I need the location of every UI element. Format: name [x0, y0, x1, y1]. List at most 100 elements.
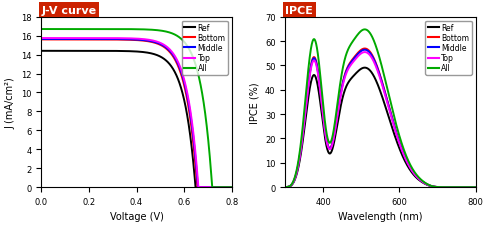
Middle: [115, 39, 121, 41]
Line: Ref: Ref: [41, 52, 231, 187]
All: [412, 173, 418, 176]
Legend: Ref, Bottom, Middle, Top, All: Ref, Bottom, Middle, Top, All: [181, 21, 227, 75]
Top: [122, 38, 128, 40]
All: [430, 185, 436, 188]
Line: Bottom: Bottom: [41, 40, 231, 187]
All: [39, 29, 44, 31]
Middle: [433, 186, 439, 189]
Line: Top: Top: [41, 39, 231, 187]
Middle: [430, 185, 436, 188]
Middle: [301, 116, 307, 118]
Top: [282, 186, 287, 189]
All: [228, 186, 234, 189]
Ref: [366, 69, 371, 72]
Bottom: [361, 48, 367, 51]
Ref: [169, 67, 175, 69]
X-axis label: Wavelength (nm): Wavelength (nm): [338, 212, 422, 222]
Top: [115, 38, 121, 40]
Middle: [471, 186, 477, 189]
Bottom: [58, 39, 63, 42]
Middle: [228, 186, 234, 189]
Middle: [195, 186, 201, 189]
Middle: [282, 186, 287, 189]
All: [282, 186, 287, 189]
Bottom: [190, 142, 196, 144]
Ref: [192, 186, 198, 189]
All: [190, 57, 196, 60]
Line: Middle: Middle: [41, 40, 231, 187]
Bottom: [433, 186, 439, 189]
Bottom: [471, 186, 477, 189]
Middle: [359, 50, 365, 52]
All: [58, 29, 63, 31]
Y-axis label: J (mA/cm²): J (mA/cm²): [5, 77, 16, 128]
Middle: [169, 53, 175, 56]
Top: [366, 54, 371, 57]
Middle: [366, 52, 371, 54]
Bottom: [359, 49, 365, 51]
All: [433, 186, 439, 188]
Middle: [122, 39, 128, 41]
Top: [195, 186, 201, 189]
Ref: [359, 68, 365, 70]
Line: All: All: [41, 30, 231, 187]
Line: All: All: [285, 30, 474, 187]
Ref: [39, 50, 44, 53]
Top: [169, 52, 175, 54]
Ref: [122, 50, 128, 53]
Legend: Ref, Bottom, Middle, Top, All: Ref, Bottom, Middle, Top, All: [425, 21, 471, 75]
Ref: [301, 125, 307, 128]
Middle: [190, 135, 196, 138]
All: [122, 29, 128, 31]
Line: Bottom: Bottom: [285, 49, 474, 187]
Top: [359, 52, 365, 55]
Middle: [412, 175, 418, 178]
Top: [433, 186, 439, 189]
Bottom: [430, 185, 436, 188]
Bottom: [228, 186, 234, 189]
Ref: [186, 131, 192, 134]
Top: [190, 131, 196, 133]
Middle: [186, 109, 192, 112]
Bottom: [282, 186, 287, 189]
Bottom: [186, 114, 192, 117]
Top: [58, 37, 63, 40]
All: [186, 49, 192, 52]
Line: Ref: Ref: [285, 68, 474, 187]
Line: Top: Top: [285, 53, 474, 187]
All: [301, 106, 307, 108]
All: [471, 186, 477, 189]
Top: [430, 185, 436, 188]
Text: IPCE: IPCE: [285, 5, 312, 15]
Ref: [471, 186, 477, 189]
Text: J-V curve: J-V curve: [41, 5, 97, 15]
Bottom: [115, 39, 121, 42]
Top: [301, 117, 307, 120]
Ref: [282, 186, 287, 189]
Y-axis label: IPCE (%): IPCE (%): [249, 82, 259, 123]
All: [361, 29, 367, 32]
Ref: [190, 160, 196, 163]
Ref: [361, 67, 367, 70]
Ref: [115, 50, 121, 53]
Ref: [430, 185, 436, 188]
Top: [228, 186, 234, 189]
Ref: [412, 176, 418, 179]
All: [169, 33, 175, 36]
Line: Middle: Middle: [285, 50, 474, 187]
Bottom: [39, 39, 44, 42]
Ref: [228, 186, 234, 189]
Middle: [58, 38, 63, 41]
All: [366, 32, 371, 34]
Middle: [39, 38, 44, 41]
Bottom: [301, 115, 307, 118]
Bottom: [194, 186, 200, 189]
All: [359, 30, 365, 32]
All: [115, 29, 121, 31]
X-axis label: Voltage (V): Voltage (V): [109, 212, 163, 222]
Bottom: [169, 54, 175, 57]
Middle: [361, 49, 367, 52]
Top: [471, 186, 477, 189]
Ref: [433, 186, 439, 189]
Bottom: [412, 175, 418, 177]
